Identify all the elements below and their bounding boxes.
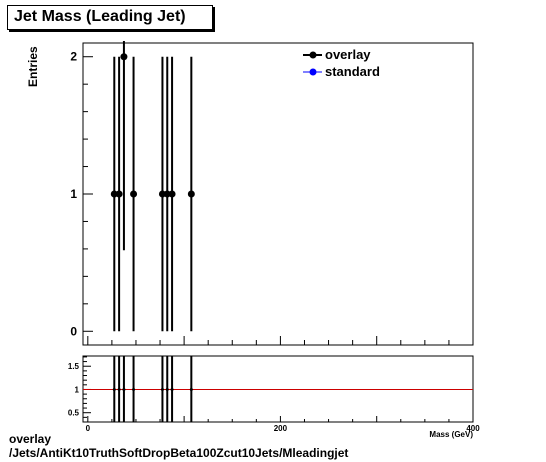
main-y-tick-labels: 0 1 2 — [70, 50, 77, 339]
legend-overlay-label: overlay — [325, 47, 371, 62]
overlay-data-point — [120, 53, 128, 61]
chart-title: Jet Mass (Leading Jet) — [14, 8, 186, 25]
main-y-tick-label: 2 — [70, 50, 77, 64]
overlay-data-point — [158, 190, 166, 198]
ratio-data-point — [189, 387, 193, 391]
ratio-data-point — [165, 387, 169, 391]
footer-label: overlay — [9, 432, 52, 446]
legend-overlay-marker — [309, 51, 317, 59]
ratio-x-tick-label: 400 — [466, 424, 480, 433]
ratio-data-point — [170, 387, 174, 391]
ratio-y-tick-label: 1.5 — [68, 362, 80, 371]
ratio-y-tick-labels: 0.5 1 1.5 — [68, 362, 80, 417]
legend-standard-marker — [309, 68, 317, 76]
main-axis-ticks — [83, 56, 474, 345]
footer-path: /Jets/AntiKt10TruthSoftDropBeta100Zcut10… — [9, 446, 349, 460]
legend-standard-label: standard — [325, 64, 380, 79]
chart-title-box: Jet Mass (Leading Jet) — [7, 5, 213, 30]
ratio-x-tick-label: 200 — [274, 424, 288, 433]
x-axis-label: Mass (GeV) — [429, 430, 473, 439]
overlay-data-point — [168, 190, 176, 198]
legend: overlay standard — [303, 47, 380, 79]
ratio-data-marks — [112, 356, 193, 422]
main-y-tick-label: 1 — [70, 187, 77, 201]
overlay-data-point — [115, 190, 123, 198]
ratio-data-point — [112, 387, 116, 391]
main-data-marks — [110, 41, 195, 332]
overlay-data-point — [163, 190, 171, 198]
ratio-y-tick-label: 0.5 — [68, 409, 80, 418]
y-axis-label: Entries — [26, 46, 40, 87]
overlay-data-point — [110, 190, 118, 198]
ratio-data-point — [132, 387, 136, 391]
ratio-y-tick-label: 1 — [75, 385, 80, 394]
main-plot-frame — [82, 42, 474, 346]
main-y-tick-label: 0 — [70, 324, 77, 338]
ratio-data-point — [160, 387, 164, 391]
ratio-x-tick-labels: 0 200 400 — [86, 424, 481, 433]
overlay-data-point — [187, 190, 195, 198]
ratio-data-point — [117, 387, 121, 391]
ratio-x-tick-label: 0 — [86, 424, 91, 433]
ratio-data-point — [122, 387, 126, 391]
overlay-data-point — [130, 190, 138, 198]
